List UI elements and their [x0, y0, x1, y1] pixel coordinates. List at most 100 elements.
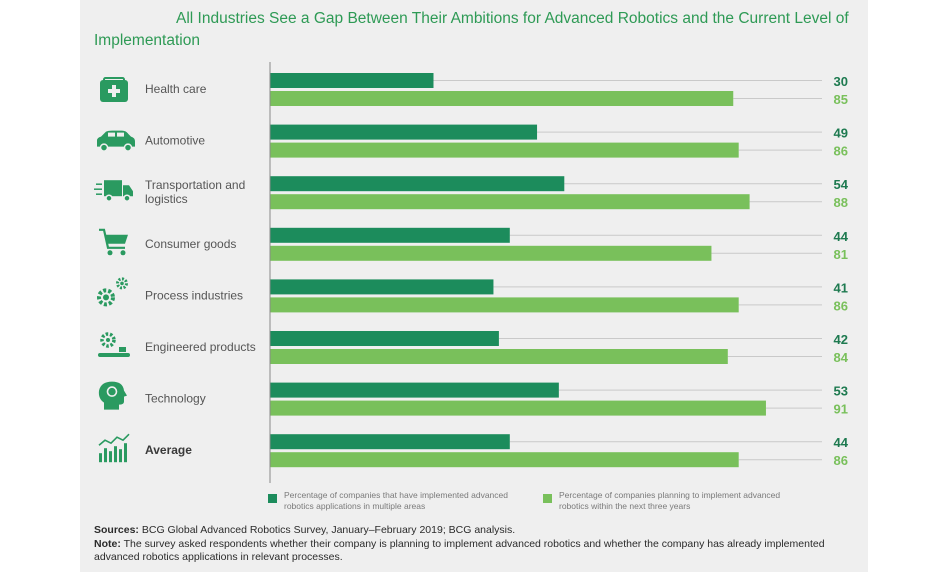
chart-row: Process industries 41 86: [97, 277, 848, 313]
mini-trend: [98, 433, 130, 446]
gears-icon: [97, 277, 128, 307]
car-window-2: [117, 132, 124, 137]
value-label: 53: [834, 384, 848, 399]
mini-bar: [99, 453, 102, 463]
category-label-line: logistics: [145, 192, 188, 206]
bar-implemented: [270, 434, 510, 450]
note-text: The survey asked respondents whether the…: [94, 537, 825, 564]
gear-large: [97, 288, 115, 307]
chart-row: Health care 30 85: [100, 73, 848, 107]
bar-implemented: [270, 279, 494, 295]
category-label: Consumer goods: [145, 237, 236, 251]
category-label: Average: [145, 443, 192, 457]
chart-footer: Sources: BCG Global Advanced Robotics Su…: [94, 524, 864, 565]
chart-row: Transportation and logistics 54 88: [94, 176, 849, 210]
bar-implemented: [270, 382, 559, 398]
value-label: 85: [834, 92, 848, 107]
value-label: 81: [834, 247, 848, 262]
legend-swatch-planning: [543, 494, 552, 503]
legend-swatch-implemented: [268, 494, 277, 503]
value-label: 54: [834, 177, 849, 192]
chart-row: Consumer goods 44 81: [99, 227, 849, 262]
truck-cab: [123, 185, 133, 197]
category-label: Health care: [145, 82, 207, 96]
value-label: 86: [834, 298, 848, 313]
gear-small-hub: [120, 281, 124, 286]
cart-wheel-1: [107, 250, 113, 256]
category-label: Engineered products: [145, 340, 256, 354]
value-label: 86: [834, 453, 848, 468]
chart-row: Technology 53 91: [98, 381, 848, 417]
bar-planning: [270, 194, 750, 210]
bar-planning: [270, 452, 739, 468]
bar-implemented: [270, 73, 434, 88]
sources-label: Sources:: [94, 524, 139, 536]
category-label: Transportation and logistics: [145, 178, 245, 206]
bar-planning: [270, 91, 734, 106]
value-label: 91: [834, 402, 848, 417]
gear-small: [116, 277, 128, 290]
legend-label-planning: Percentage of companies planning to impl…: [559, 490, 781, 511]
kit-cross-h: [108, 89, 120, 93]
car-body: [97, 130, 135, 147]
prod-gear-hub: [106, 338, 110, 342]
sources-line: Sources: BCG Global Advanced Robotics Su…: [94, 524, 864, 538]
mini-bar: [104, 448, 107, 463]
value-label: 49: [834, 126, 848, 141]
mini-bar: [109, 451, 112, 463]
value-label: 44: [834, 435, 849, 450]
bar-implemented: [270, 176, 565, 192]
note-label: Note:: [94, 537, 121, 550]
prod-box: [119, 347, 126, 352]
production-line-icon: [98, 332, 130, 357]
category-label: Technology: [145, 392, 206, 406]
brain-head-icon: [98, 381, 127, 410]
value-label: 42: [834, 332, 848, 347]
sources-text: BCG Global Advanced Robotics Survey, Jan…: [138, 524, 516, 536]
head-gear: [106, 386, 118, 397]
category-label: Process industries: [145, 288, 243, 302]
bar-planning: [270, 245, 712, 261]
value-label: 88: [834, 195, 848, 210]
mini-bar: [119, 449, 122, 463]
value-label: 41: [834, 280, 848, 295]
bar-implemented: [270, 227, 510, 243]
category-label: Automotive: [145, 134, 205, 148]
bar-planning: [270, 400, 766, 416]
shopping-cart-icon: [99, 228, 128, 256]
bar-planning: [270, 142, 739, 158]
legend-label-implemented: Percentage of companies that have implem…: [284, 490, 508, 511]
note-line: Note: The survey asked respondents wheth…: [94, 538, 864, 565]
bar-chart-icon: [98, 433, 130, 463]
bar-planning: [270, 297, 739, 313]
chart-row: Engineered products 42 84: [98, 331, 849, 365]
cart-wheel-2: [120, 250, 126, 256]
car-icon: [97, 130, 135, 152]
bar-implemented: [270, 124, 538, 140]
car-window-1: [108, 132, 115, 137]
bar-planning: [270, 349, 728, 364]
medical-kit-icon: [100, 77, 128, 102]
truck-wheel-1: [105, 194, 113, 202]
truck-wheel-2: [123, 194, 131, 202]
chart-row: Average 44 86: [98, 433, 849, 468]
category-label-line: Transportation and: [145, 178, 245, 192]
bar-chart: Health care 30 85 Automotive 49 86 Transportat…: [94, 62, 849, 483]
value-label: 44: [834, 229, 849, 244]
chart-title: All Industries See a Gap Between Their A…: [94, 10, 849, 49]
value-label: 86: [834, 144, 848, 159]
mini-bar: [114, 446, 117, 463]
prod-conveyor: [98, 353, 130, 357]
chart-row: Automotive 49 86: [97, 124, 848, 159]
car-wheel-1: [99, 143, 109, 152]
gear-large-hub: [103, 294, 109, 301]
prod-gear: [100, 332, 116, 348]
truck-cargo: [104, 180, 122, 197]
truck-icon: [94, 180, 133, 202]
value-label: 30: [834, 74, 848, 89]
bar-implemented: [270, 331, 499, 346]
mini-bar: [124, 443, 127, 463]
value-label: 84: [834, 350, 849, 365]
car-wheel-2: [123, 143, 133, 152]
cart-basket: [105, 234, 128, 244]
